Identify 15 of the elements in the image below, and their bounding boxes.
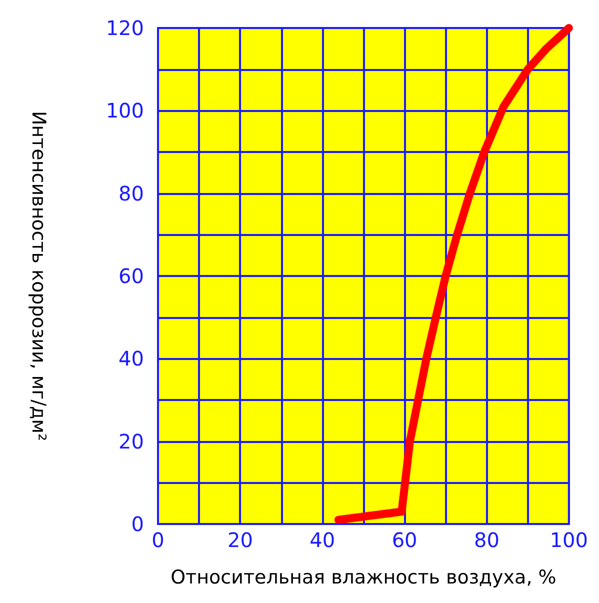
y-tick-label: 40 (118, 346, 144, 371)
x-tick-label: 60 (392, 528, 418, 552)
y-tick-label: 120 (106, 16, 144, 40)
y-tick-label: 100 (106, 98, 144, 123)
x-tick-label: 20 (227, 528, 253, 552)
y-tick-label: 60 (118, 264, 144, 288)
y-tick-label: 0 (131, 512, 144, 536)
x-tick-label: 80 (474, 528, 500, 552)
y-tick-label: 20 (118, 429, 144, 454)
x-tick-label: 40 (310, 528, 336, 552)
x-axis-title: Относительная влажность воздуха, % (170, 566, 556, 588)
y-axis-title: Интенсивность коррозии, мг/дм² (28, 110, 50, 442)
x-tick-label: 0 (152, 528, 164, 552)
x-tick-label: 100 (550, 528, 588, 552)
y-tick-label: 80 (118, 181, 144, 206)
